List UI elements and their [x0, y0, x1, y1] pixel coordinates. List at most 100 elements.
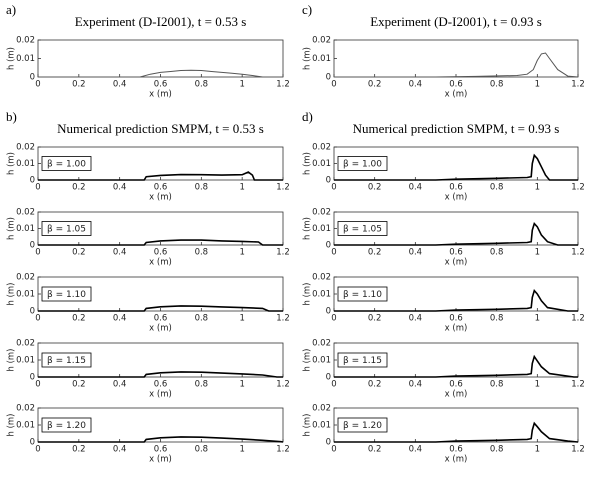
y-tick-label: 0.02	[16, 404, 35, 414]
x-axis-label: x (m)	[445, 390, 468, 400]
x-tick-label: 0.8	[195, 183, 209, 193]
x-tick-label: 0	[35, 183, 40, 193]
x-tick-label: 1	[535, 314, 540, 324]
x-tick-label: 0.4	[409, 183, 423, 193]
x-tick-label: 1.2	[571, 380, 585, 390]
x-tick-label: 0.4	[409, 314, 423, 324]
x-tick-label: 0.2	[368, 183, 382, 193]
plot-frame	[37, 39, 284, 78]
annotation-box	[337, 156, 388, 171]
x-axis-label: x (m)	[149, 258, 172, 268]
y-tick-label: 0.01	[312, 290, 331, 300]
x-tick-label: 0.6	[154, 314, 168, 324]
panel-title: Numerical prediction SMPM, t = 0.53 s	[57, 121, 264, 136]
x-axis-label: x (m)	[445, 90, 468, 100]
x-tick-label: 0.4	[409, 80, 423, 90]
y-tick-label: 0.02	[16, 36, 35, 46]
y-tick-label: 0.02	[16, 273, 35, 283]
y-tick-label: 0.02	[312, 404, 331, 414]
x-axis-label: x (m)	[149, 324, 172, 334]
x-tick-label: 0.2	[72, 314, 86, 324]
panel-label: d)	[302, 109, 313, 124]
data-line	[334, 52, 579, 78]
plot-frame	[333, 39, 579, 78]
panel-title: Experiment (D-I2001), t = 0.53 s	[75, 14, 247, 29]
x-tick-label: 1	[239, 80, 244, 90]
annotation: β = 1.15	[343, 356, 382, 366]
x-tick-label: 1	[535, 248, 540, 258]
data-line	[334, 222, 578, 246]
x-tick-label: 1.2	[571, 248, 585, 258]
x-tick-label: 0.8	[490, 183, 504, 193]
x-axis-label: x (m)	[445, 193, 468, 203]
x-tick-label: 1	[535, 380, 540, 390]
x-tick-label: 0.4	[113, 80, 127, 90]
annotation: β = 1.00	[47, 160, 86, 170]
x-tick-label: 0.4	[409, 248, 423, 258]
x-tick-label: 1.2	[571, 445, 585, 455]
x-tick-label: 0.8	[490, 380, 504, 390]
data-line	[38, 239, 283, 246]
x-tick-label: 0.6	[449, 445, 463, 455]
data-line	[38, 436, 284, 443]
x-tick-label: 1.2	[276, 445, 290, 455]
x-tick-label: 0	[331, 445, 336, 455]
data-line	[334, 153, 578, 181]
y-tick-label: 0	[30, 438, 35, 448]
data-line	[38, 305, 283, 312]
x-tick-label: 0.8	[490, 80, 504, 90]
x-tick-label: 0.4	[113, 380, 127, 390]
x-tick-label: 0.6	[449, 314, 463, 324]
x-tick-label: 0.8	[490, 445, 504, 455]
y-tick-label: 0.01	[16, 224, 35, 234]
x-axis-label: x (m)	[149, 90, 172, 100]
x-tick-label: 0.8	[195, 380, 209, 390]
y-tick-label: 0	[326, 307, 331, 317]
annotation: β = 1.05	[47, 225, 86, 235]
x-tick-label: 0	[35, 380, 40, 390]
x-tick-label: 0.2	[368, 248, 382, 258]
x-tick-label: 1	[535, 183, 540, 193]
y-tick-label: 0.01	[312, 224, 331, 234]
annotation: β = 1.20	[47, 421, 86, 431]
y-tick-label: 0.01	[312, 159, 331, 169]
x-tick-label: 1	[239, 183, 244, 193]
x-tick-label: 0.4	[113, 314, 127, 324]
x-tick-label: 0.2	[72, 445, 86, 455]
y-tick-label: 0	[326, 73, 331, 83]
x-tick-label: 1	[239, 314, 244, 324]
y-tick-label: 0.02	[312, 36, 331, 46]
x-tick-label: 1	[535, 80, 540, 90]
x-tick-label: 0	[331, 314, 336, 324]
x-tick-label: 0.2	[368, 314, 382, 324]
y-tick-label: 0.02	[16, 208, 35, 218]
y-tick-label: 0	[30, 73, 35, 83]
annotation: β = 1.15	[47, 356, 86, 366]
data-line	[334, 421, 579, 443]
x-tick-label: 0	[35, 80, 40, 90]
y-axis-label: h (m)	[303, 282, 313, 305]
x-axis-label: x (m)	[149, 193, 172, 203]
x-tick-label: 0.6	[449, 380, 463, 390]
x-tick-label: 0.2	[368, 380, 382, 390]
x-tick-label: 1.2	[571, 314, 585, 324]
annotation-box	[337, 286, 388, 302]
x-tick-label: 0	[35, 248, 40, 258]
panel-label: a)	[6, 2, 16, 17]
x-axis-label: x (m)	[149, 455, 172, 465]
y-axis-label: h (m)	[7, 152, 17, 175]
x-tick-label: 0.6	[449, 80, 463, 90]
y-tick-label: 0	[326, 438, 331, 448]
x-tick-label: 0	[331, 183, 336, 193]
y-tick-label: 0.02	[16, 143, 35, 153]
data-line	[334, 354, 578, 378]
y-tick-label: 0	[30, 176, 35, 186]
x-tick-label: 0.2	[368, 80, 382, 90]
y-tick-label: 0	[30, 373, 35, 383]
y-axis-label: h (m)	[303, 217, 313, 240]
y-tick-label: 0.01	[312, 356, 331, 366]
x-tick-label: 1.2	[276, 248, 290, 258]
y-tick-label: 0	[326, 241, 331, 251]
y-tick-label: 0.01	[16, 356, 35, 366]
